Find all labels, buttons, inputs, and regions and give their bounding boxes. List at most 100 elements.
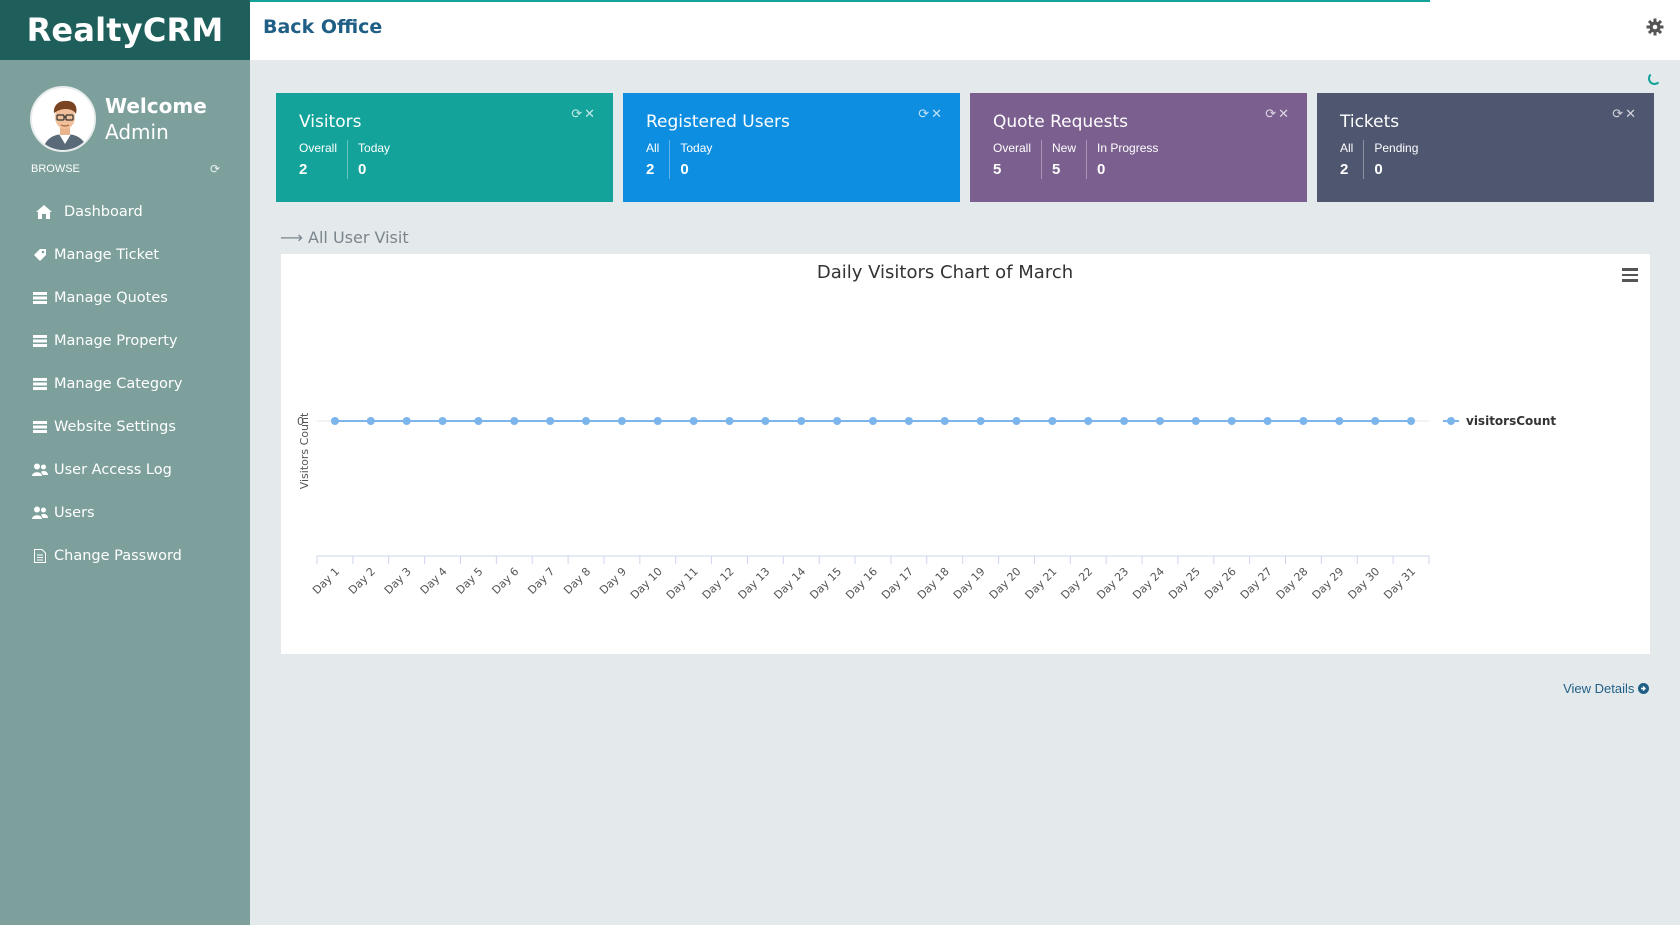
close-icon[interactable]: ✕ [584,106,597,121]
card-title: Registered Users [646,112,790,132]
x-tick-label: Day 21 [1023,565,1060,602]
sidebar-item-label: Manage Category [54,375,183,392]
loading-spinner-icon [1648,72,1661,85]
y-tick-label: 0 [297,415,304,428]
sidebar-item-manage-ticket[interactable]: Manage Ticket [0,233,250,276]
x-tick-label: Day 7 [525,565,557,597]
sidebar-item-user-access-log[interactable]: User Access Log [0,448,250,491]
stat-label: Overall [993,141,1032,155]
refresh-icon[interactable]: ⟳ [1265,106,1279,121]
close-icon[interactable]: ✕ [1278,106,1291,121]
card-title: Visitors [299,112,362,132]
data-point [510,417,519,425]
browse-header: BROWSE ⟳ [0,152,250,176]
stat-label: In Progress [1097,141,1159,155]
sidebar-item-label: Change Password [54,547,182,564]
x-tick-label: Day 31 [1381,565,1418,602]
x-tick-label: Day 24 [1130,565,1167,602]
x-tick-label: Day 19 [951,565,988,602]
data-point [1299,417,1308,425]
daily-visitors-chart: Daily Visitors Chart of March Visitors C… [297,262,1556,602]
x-tick-label: Day 5 [454,565,486,597]
x-tick-label: Day 11 [664,565,701,602]
x-tick-label: Day 17 [879,565,916,602]
data-point [330,417,339,425]
section-heading: ⟶ All User Visit [280,228,409,247]
arrow-right-icon: ⟶ [280,228,303,247]
sidebar-item-label: Users [54,504,95,521]
refresh-icon[interactable]: ⟳ [918,106,932,121]
data-point [976,417,985,425]
close-icon[interactable]: ✕ [931,106,944,121]
data-point [438,417,447,425]
file-icon [30,548,50,563]
stat-label: Today [358,141,391,155]
stat-label: Overall [299,141,338,155]
home-icon [34,204,54,219]
data-point [725,417,734,425]
users-icon [30,463,50,476]
page-title: Back Office [263,16,383,38]
card-title: Quote Requests [993,112,1128,132]
x-tick-label: Day 27 [1238,565,1275,602]
gear-icon[interactable] [1646,18,1664,42]
view-details-link[interactable]: View Details [1563,681,1649,696]
data-point [1263,417,1272,425]
x-tick-label: Day 29 [1310,565,1347,602]
tag-icon [30,248,50,262]
browse-label: BROWSE [31,163,80,175]
sidebar-item-website-settings[interactable]: Website Settings [0,405,250,448]
stat-label: All [1340,141,1354,155]
data-point [653,417,662,425]
data-point [904,417,913,425]
data-point [1012,417,1021,425]
x-tick-label: Day 9 [597,565,629,597]
sidebar-item-manage-category[interactable]: Manage Category [0,362,250,405]
x-tick-label: Day 26 [1202,565,1239,602]
y-axis-label: Visitors Count [298,412,311,489]
list-icon [30,334,50,347]
visitors-card: Visitors ⟳✕ Overall 2 Today 0 [276,93,613,202]
view-details-label: View Details [1563,681,1635,696]
chart-menu-icon[interactable] [1622,268,1638,285]
refresh-icon[interactable]: ⟳ [209,162,220,176]
close-icon[interactable]: ✕ [1625,106,1638,121]
chart-title: Daily Visitors Chart of March [817,262,1073,283]
sidebar-item-label: User Access Log [54,461,172,478]
stat-value: 0 [680,161,689,178]
x-tick-label: Day 22 [1058,565,1095,602]
stat-value: 0 [1374,161,1383,178]
brand-logo[interactable]: RealtyCRM [0,0,250,60]
refresh-icon[interactable]: ⟳ [571,106,585,121]
sidebar: RealtyCRM Welcome Admin BROWSE ⟳ [0,0,250,925]
data-point [366,417,375,425]
list-icon [30,420,50,433]
user-name: Admin [105,120,169,144]
data-point [940,417,949,425]
refresh-icon[interactable]: ⟳ [1612,106,1626,121]
data-point [546,417,555,425]
sidebar-item-change-password[interactable]: Change Password [0,534,250,577]
data-point [689,417,698,425]
sidebar-item-label: Website Settings [54,418,176,435]
registered-users-card: Registered Users ⟳✕ All 2 Today 0 [623,93,960,202]
data-point [1155,417,1164,425]
stat-label: All [646,141,660,155]
data-point [474,417,483,425]
data-point [1407,417,1416,425]
sidebar-item-manage-property[interactable]: Manage Property [0,319,250,362]
stat-value: 2 [299,161,308,178]
users-icon [30,506,50,519]
x-tick-label: Day 3 [382,565,414,597]
data-point [1335,417,1344,425]
sidebar-item-manage-quotes[interactable]: Manage Quotes [0,276,250,319]
user-profile: Welcome Admin [0,60,250,152]
legend-marker [1447,417,1455,425]
loading-bar [250,0,1430,2]
data-point [761,417,770,425]
sidebar-item-dashboard[interactable]: Dashboard [0,190,250,233]
data-point [833,417,842,425]
x-tick-label: Day 10 [628,565,665,602]
sidebar-item-users[interactable]: Users [0,491,250,534]
list-icon [30,377,50,390]
